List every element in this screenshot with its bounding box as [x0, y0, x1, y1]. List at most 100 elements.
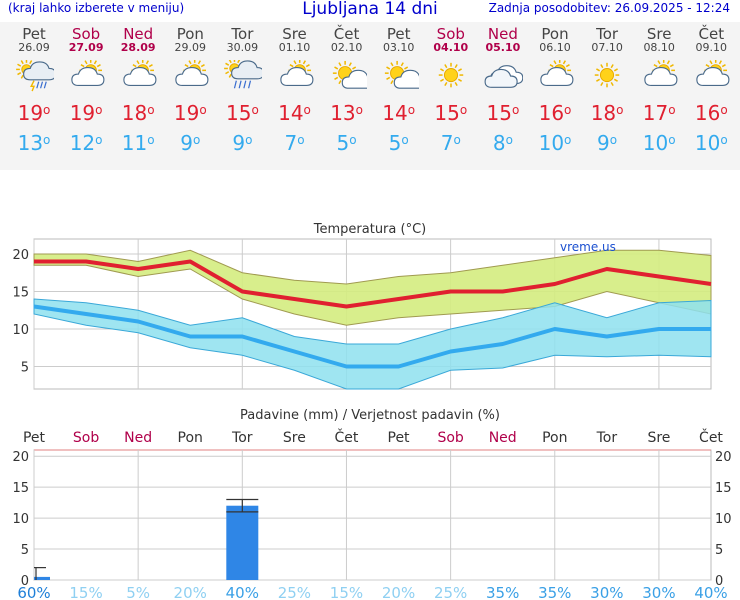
x-tick-label: Pon	[542, 430, 567, 446]
min-temp: 7o	[440, 131, 461, 155]
day-column: Sre 08.10 17o 10o	[633, 26, 685, 154]
x-tick-label: Pet	[388, 430, 411, 446]
sun-icon	[438, 62, 464, 88]
precip-probability: 25%	[278, 584, 311, 600]
max-temp: 14o	[382, 101, 416, 125]
day-column: Sre 01.10 14o 7o	[269, 26, 321, 154]
forecast-band	[0, 22, 740, 170]
day-column: Pon 29.09 19o 9o	[164, 26, 216, 154]
day-column: Pon 06.10 16o 10o	[529, 26, 581, 154]
day-date: 26.09	[18, 41, 50, 54]
day-name: Pet	[22, 25, 46, 43]
day-column: Pet 26.09 19o 13o	[8, 26, 60, 154]
day-column: Čet 02.10 13o 5o	[321, 26, 373, 154]
day-column: Sob 04.10 15o 7o	[425, 26, 477, 154]
y-tick-label: 20	[12, 450, 29, 465]
day-name: Tor	[596, 25, 619, 43]
max-temp: 13o	[330, 101, 363, 125]
precip-probability: 15%	[69, 584, 102, 600]
day-column: Tor 30.09 15o 9o	[216, 26, 268, 154]
min-temp: 9o	[232, 131, 253, 155]
min-temp: 10o	[642, 131, 676, 155]
x-tick-label: Sob	[437, 430, 463, 446]
min-temp: 12o	[69, 131, 103, 155]
precip-probability: 25%	[434, 584, 467, 600]
day-date: 29.09	[174, 41, 207, 54]
day-name: Pet	[386, 25, 411, 43]
y-tick-label-right: 20	[715, 450, 732, 465]
min-temp: 10o	[694, 131, 728, 155]
thunder-rain-icon	[16, 60, 54, 92]
precip-probability: 20%	[382, 584, 415, 600]
x-tick-label: Tor	[231, 430, 253, 446]
y-tick-label: 5	[21, 543, 29, 558]
chart-title: Temperatura (°C)	[313, 222, 426, 237]
last-updated: Zadnja posodobitev: 26.09.2025 - 12:24	[488, 1, 730, 15]
day-date: 03.10	[382, 41, 415, 54]
day-date: 04.10	[433, 41, 469, 54]
day-name: Pon	[176, 25, 204, 43]
x-tick-label: Čet	[699, 428, 723, 446]
precip-probability: 40%	[226, 584, 259, 600]
day-date: 02.10	[330, 41, 363, 54]
x-tick-label: Tor	[596, 430, 618, 446]
temperature-chart: Temperatura (°C) 5 10 15 20 vreme.us	[12, 222, 712, 390]
max-temp: 19o	[17, 101, 51, 125]
y-tick-label: 5	[21, 361, 29, 376]
precip-probability: 5%	[126, 584, 150, 600]
day-name: Čet	[698, 25, 725, 43]
y-tick-label: 10	[12, 512, 29, 527]
day-date: 01.10	[278, 41, 311, 54]
max-temp: 19o	[69, 101, 103, 125]
min-temp: 5o	[336, 131, 357, 155]
max-temp: 16o	[694, 101, 728, 125]
max-temp: 15o	[434, 101, 468, 125]
x-tick-label: Pet	[23, 430, 46, 446]
max-temp: 17o	[642, 101, 676, 125]
watermark: vreme.us	[560, 240, 616, 254]
day-name: Ned	[487, 25, 518, 43]
partly-cloudy-icon	[644, 60, 678, 86]
sun-icon	[594, 62, 620, 88]
min-temp-line	[33, 304, 711, 369]
partly-cloudy-icon	[123, 60, 157, 86]
sun-small-cloud-icon	[332, 60, 367, 89]
day-date: 08.10	[643, 41, 675, 54]
y-tick-label: 10	[12, 323, 29, 338]
day-name: Ned	[123, 25, 154, 43]
day-name: Sre	[282, 25, 307, 43]
rain-cloud-icon	[224, 60, 263, 89]
day-name: Sre	[646, 25, 672, 43]
max-temp: 15o	[225, 101, 259, 125]
location-hint: (kraj lahko izberete v meniju)	[8, 1, 185, 15]
precip-probability: 40%	[694, 584, 727, 600]
chart-title: Padavine (mm) / Verjetnost padavin (%)	[240, 408, 500, 423]
page-title: Ljubljana 14 dni	[302, 0, 438, 19]
day-name: Čet	[333, 25, 360, 43]
y-tick-label: 15	[12, 286, 29, 301]
day-date: 07.10	[591, 41, 623, 54]
y-tick-label-right: 10	[715, 512, 732, 527]
min-temp-band	[33, 298, 712, 390]
min-temp: 9o	[597, 131, 618, 155]
min-temp: 11o	[121, 131, 155, 155]
day-column: Pet 03.10 14o 5o	[373, 26, 425, 154]
partly-cloudy-icon	[279, 60, 313, 86]
day-date: 27.09	[68, 41, 104, 54]
x-tick-label: Ned	[124, 430, 152, 446]
x-tick-label: Ned	[489, 430, 517, 446]
precip-probability: 30%	[590, 584, 623, 600]
day-name: Sob	[71, 25, 101, 43]
y-tick-label: 0	[21, 574, 29, 589]
max-temp-line	[34, 259, 712, 309]
y-tick-label: 15	[12, 481, 29, 496]
day-column: Tor 07.10 18o 9o	[581, 26, 633, 154]
x-tick-label: Čet	[335, 428, 359, 446]
precip-bar	[34, 576, 50, 580]
min-temp: 8o	[492, 131, 513, 155]
y-tick-label-right: 15	[715, 481, 732, 496]
partly-cloudy-icon	[540, 60, 574, 86]
day-date: 06.10	[539, 41, 571, 54]
precip-probability: 35%	[486, 584, 519, 600]
day-name: Pon	[541, 25, 569, 43]
